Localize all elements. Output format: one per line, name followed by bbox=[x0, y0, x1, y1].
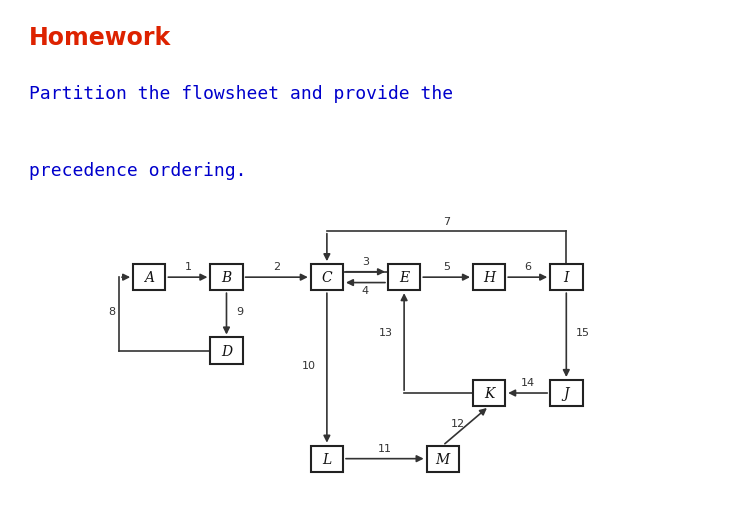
Text: K: K bbox=[484, 386, 494, 400]
Text: M: M bbox=[436, 452, 450, 466]
Text: 9: 9 bbox=[236, 306, 243, 316]
Text: E: E bbox=[399, 271, 409, 285]
Text: I: I bbox=[564, 271, 569, 285]
Text: 13: 13 bbox=[379, 327, 393, 337]
Text: B: B bbox=[221, 271, 232, 285]
Text: A: A bbox=[144, 271, 154, 285]
Text: 2: 2 bbox=[273, 262, 280, 272]
Text: 1: 1 bbox=[184, 262, 192, 272]
Text: L: L bbox=[322, 452, 332, 466]
Bar bbox=[388, 265, 420, 291]
Text: 6: 6 bbox=[524, 262, 531, 272]
Text: J: J bbox=[564, 386, 569, 400]
Text: 11: 11 bbox=[378, 443, 392, 453]
Text: 3: 3 bbox=[362, 257, 369, 267]
Text: 12: 12 bbox=[450, 418, 465, 428]
Text: 10: 10 bbox=[302, 360, 316, 370]
Text: 4: 4 bbox=[362, 285, 369, 295]
Text: D: D bbox=[221, 344, 232, 358]
Text: C: C bbox=[322, 271, 332, 285]
Bar bbox=[311, 265, 343, 291]
Bar bbox=[550, 265, 583, 291]
Bar bbox=[133, 265, 165, 291]
Bar bbox=[473, 265, 505, 291]
Text: 8: 8 bbox=[108, 306, 115, 316]
Text: 5: 5 bbox=[443, 262, 450, 272]
Text: Partition the flowsheet and provide the: Partition the flowsheet and provide the bbox=[29, 85, 453, 103]
Text: Homework: Homework bbox=[29, 25, 172, 49]
Bar bbox=[426, 445, 459, 472]
Bar bbox=[211, 338, 243, 364]
Text: 14: 14 bbox=[520, 378, 535, 387]
Bar bbox=[550, 380, 583, 407]
Text: 15: 15 bbox=[575, 327, 590, 337]
Text: H: H bbox=[483, 271, 495, 285]
Bar bbox=[473, 380, 505, 407]
Bar bbox=[211, 265, 243, 291]
Bar bbox=[311, 445, 343, 472]
Text: 7: 7 bbox=[443, 217, 450, 226]
Text: precedence ordering.: precedence ordering. bbox=[29, 161, 247, 179]
